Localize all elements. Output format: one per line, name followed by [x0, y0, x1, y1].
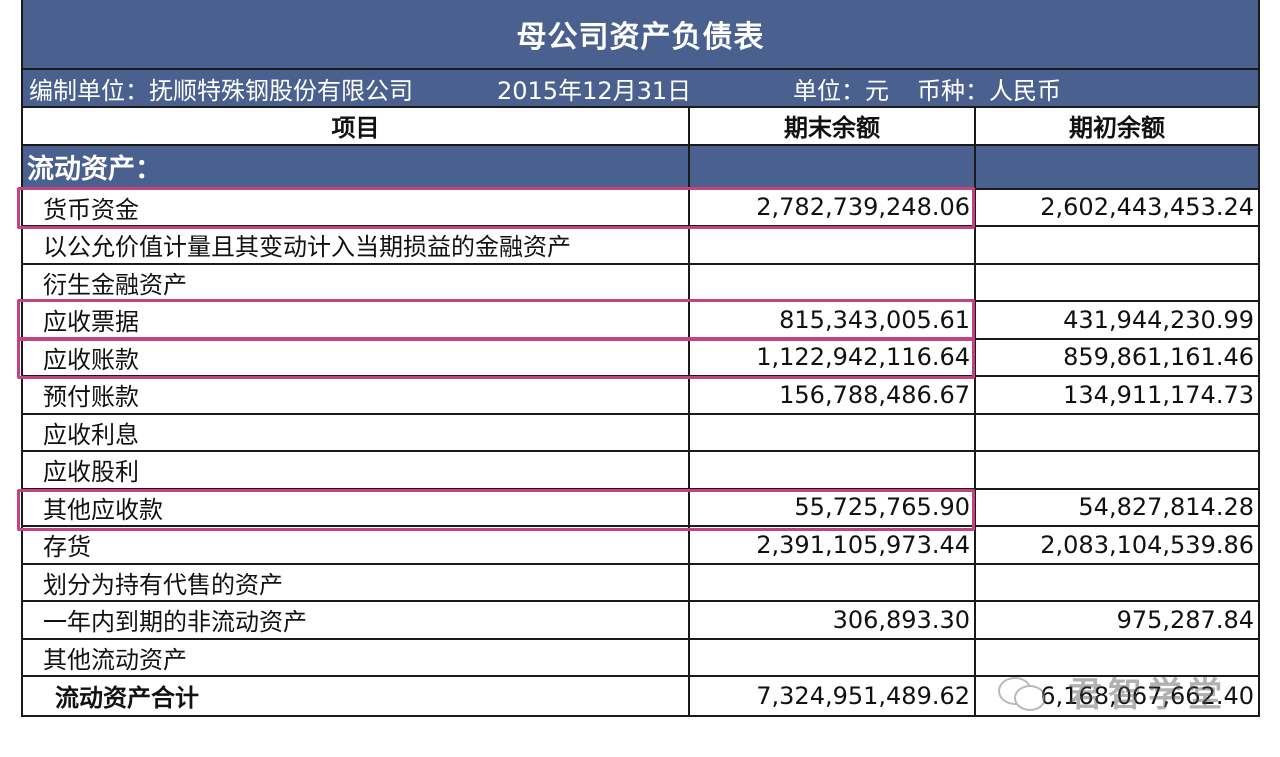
total-begin-value: 6,168,067,662.40 [1040, 681, 1254, 710]
row-item: 以公允价值计量且其变动计入当期损益的金融资产 [23, 227, 690, 263]
row-end-value: 815,343,005.61 [690, 302, 976, 338]
currency-label: 币种：人民币 [917, 76, 1061, 105]
section-row: 流动资产： [23, 145, 1258, 190]
company-label: 编制单位：抚顺特殊钢股份有限公司 [29, 76, 413, 105]
row-begin-value: 975,287.84 [1116, 605, 1254, 634]
table-row: 以公允价值计量且其变动计入当期损益的金融资产 [23, 227, 1258, 265]
row-begin-value: 2,602,443,453.24 [1040, 193, 1254, 222]
row-item: 应收票据 [23, 302, 690, 338]
row-item: 其他应收款 [23, 489, 690, 525]
row-item: 其他流动资产 [23, 639, 690, 675]
column-header-item: 项目 [23, 108, 690, 144]
balance-sheet: 母公司资产负债表 编制单位：抚顺特殊钢股份有限公司 2015年12月31日 单位… [21, 0, 1260, 717]
row-item: 衍生金融资产 [23, 264, 690, 300]
row-end-value: 2,391,105,973.44 [690, 527, 976, 563]
row-item: 预付账款 [23, 377, 690, 413]
sheet-meta: 编制单位：抚顺特殊钢股份有限公司 2015年12月31日 单位：元 币种：人民币 [23, 70, 1258, 108]
table-row: 划分为持有代售的资产 [23, 564, 1258, 602]
column-header-begin: 期初余额 [1069, 114, 1165, 143]
row-begin-value [976, 265, 1258, 301]
row-end-value [690, 264, 976, 300]
row-item: 划分为持有代售的资产 [23, 564, 690, 600]
table-row: 衍生金融资产 [23, 264, 1258, 302]
row-end-value: 2,782,739,248.06 [690, 189, 976, 225]
section-title: 流动资产： [23, 145, 690, 188]
table-row: 一年内到期的非流动资产 306,893.30 975,287.84 [23, 602, 1258, 640]
sheet-title: 母公司资产负债表 [23, 0, 1258, 70]
section-empty-cell [976, 145, 1258, 188]
total-item: 流动资产合计 [23, 677, 690, 715]
total-row: 流动资产合计 7,324,951,489.62 6,168,067,662.40 [23, 677, 1258, 715]
section-empty-cell [690, 145, 976, 188]
row-item: 应收账款 [23, 339, 690, 375]
row-item: 存货 [23, 527, 690, 563]
table-row: 应收票据 815,343,005.61 431,944,230.99 [23, 302, 1258, 340]
row-begin-value: 54,827,814.28 [1078, 493, 1254, 522]
table-row: 应收股利 [23, 452, 1258, 490]
row-end-value [690, 564, 976, 600]
column-header-row: 项目 期末余额 期初余额 [23, 108, 1258, 146]
table-row: 预付账款 156,788,486.67 134,911,174.73 [23, 377, 1258, 415]
row-begin-value: 134,911,174.73 [1063, 380, 1254, 409]
table-row: 应收利息 [23, 414, 1258, 452]
row-begin-value: 859,861,161.46 [1063, 343, 1254, 372]
row-end-value [690, 639, 976, 675]
row-item: 货币资金 [23, 189, 690, 225]
row-end-value [690, 414, 976, 450]
row-end-value [690, 227, 976, 263]
row-begin-value: 431,944,230.99 [1063, 305, 1254, 334]
row-end-value: 306,893.30 [690, 602, 976, 638]
table-row: 存货 2,391,105,973.44 2,083,104,539.86 [23, 527, 1258, 565]
total-end-value: 7,324,951,489.62 [690, 677, 976, 715]
row-item: 应收股利 [23, 452, 690, 488]
row-end-value [690, 452, 976, 488]
date-label: 2015年12月31日 [497, 76, 692, 105]
row-begin-value: 2,083,104,539.86 [1040, 530, 1254, 559]
table-row: 其他应收款 55,725,765.90 54,827,814.28 [23, 489, 1258, 527]
row-item: 应收利息 [23, 414, 690, 450]
row-begin-value [976, 227, 1258, 263]
unit-label: 单位：元 [793, 76, 889, 105]
table-row: 应收账款 1,122,942,116.64 859,861,161.46 [23, 339, 1258, 377]
table-row: 其他流动资产 [23, 639, 1258, 677]
table-row: 货币资金 2,782,739,248.06 2,602,443,453.24 [23, 189, 1258, 227]
row-end-value: 1,122,942,116.64 [690, 339, 976, 375]
column-header-end: 期末余额 [690, 108, 976, 144]
row-end-value: 156,788,486.67 [690, 377, 976, 413]
row-begin-value [976, 415, 1258, 451]
row-begin-value [976, 452, 1258, 488]
row-item: 一年内到期的非流动资产 [23, 602, 690, 638]
row-begin-value [976, 565, 1258, 601]
row-begin-value [976, 640, 1258, 676]
row-end-value: 55,725,765.90 [690, 489, 976, 525]
